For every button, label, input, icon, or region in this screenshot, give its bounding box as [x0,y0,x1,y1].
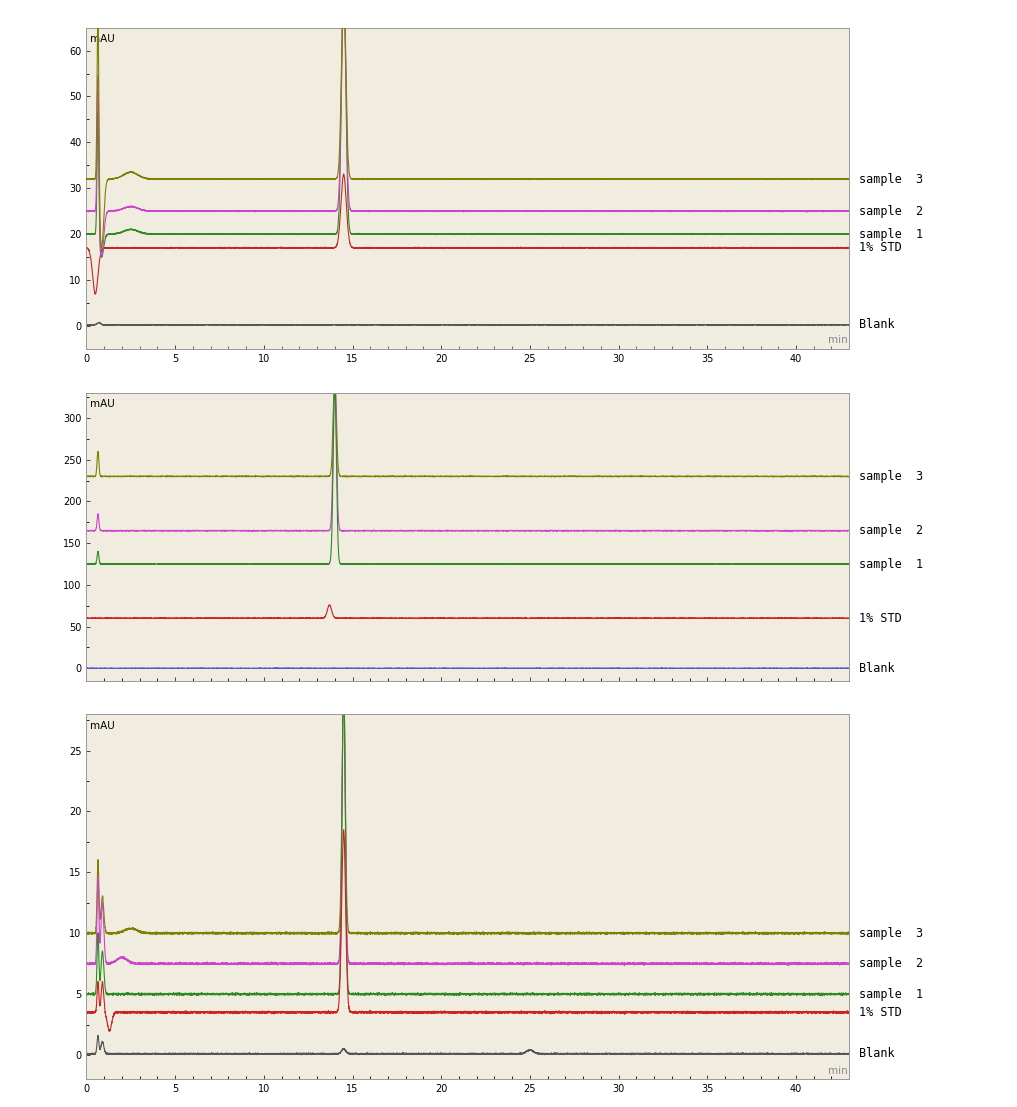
Text: mAU: mAU [91,399,115,408]
Text: sample  2: sample 2 [859,958,923,970]
Text: sample  2: sample 2 [859,524,923,537]
Text: min: min [828,1066,848,1076]
Text: 1% STD: 1% STD [859,241,902,255]
Text: Blank: Blank [859,662,895,675]
Text: sample  3: sample 3 [859,469,923,483]
Text: 1% STD: 1% STD [859,612,902,624]
Text: sample  1: sample 1 [859,558,923,570]
Text: sample  3: sample 3 [859,173,923,186]
Text: mAU: mAU [91,34,115,44]
Text: Blank: Blank [859,319,895,331]
Text: sample  3: sample 3 [859,927,923,940]
Text: Blank: Blank [859,1047,895,1061]
Text: sample  2: sample 2 [859,205,923,218]
Text: mAU: mAU [91,722,115,732]
Text: min: min [828,335,848,345]
Text: sample  1: sample 1 [859,987,923,1001]
Text: 1% STD: 1% STD [859,1006,902,1018]
Text: sample  1: sample 1 [859,228,923,240]
